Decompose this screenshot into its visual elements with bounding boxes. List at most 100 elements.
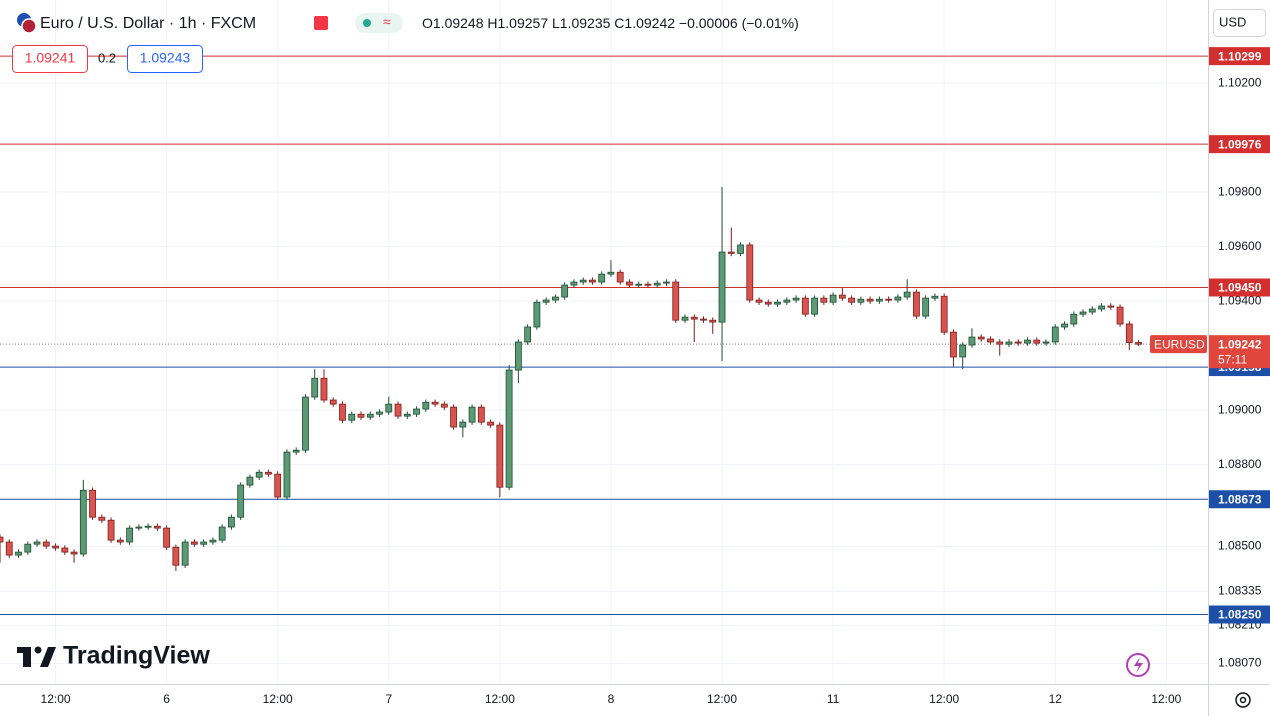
candle-body <box>570 281 578 286</box>
candle-body <box>838 294 846 299</box>
level-label-bg <box>1209 490 1270 509</box>
candle-body <box>116 539 124 543</box>
settings-icon[interactable] <box>1235 692 1251 708</box>
ohlc-change: −0.00006 (−0.01%) <box>679 15 799 31</box>
candle-body <box>440 403 448 408</box>
symbol-icon <box>17 13 37 34</box>
candle-body <box>1070 313 1078 325</box>
candle-body <box>857 298 865 303</box>
candle-body <box>366 413 374 418</box>
x-tick-label: 12:00 <box>1151 692 1181 706</box>
ohlc-close: C1.09242 <box>614 15 675 31</box>
candle-body <box>228 516 235 528</box>
market-status[interactable] <box>355 13 403 33</box>
logo-dot <box>34 646 42 654</box>
candle-body <box>450 406 457 428</box>
candle-body <box>940 295 948 333</box>
countdown-label: 57:11 <box>1218 352 1247 366</box>
candle-body <box>163 527 171 548</box>
x-tick-label: 12:00 <box>263 692 293 706</box>
candle-body <box>0 536 4 543</box>
last-price-label: 1.09242 <box>1218 337 1262 351</box>
level-label: 1.09976 <box>1218 137 1262 151</box>
x-tick-label: 7 <box>385 692 392 706</box>
candle-body <box>218 526 226 541</box>
currency-select[interactable] <box>1213 9 1266 37</box>
last-price-bg <box>1209 335 1270 369</box>
y-tick-label: 1.09000 <box>1218 402 1262 416</box>
candle-body <box>1135 342 1142 345</box>
candle-body <box>903 291 911 298</box>
candle-body <box>237 484 245 518</box>
brand-logo <box>17 646 56 667</box>
candle-body <box>653 282 661 286</box>
candle-body <box>1079 311 1087 315</box>
level-label-bg <box>1209 135 1270 154</box>
status-dot <box>363 19 371 27</box>
candle-body <box>635 283 643 286</box>
y-tick-label: 1.08070 <box>1218 656 1262 670</box>
sell-button[interactable] <box>12 45 88 73</box>
candle-body <box>487 421 495 426</box>
candle-body <box>348 413 356 421</box>
candle-body <box>1116 306 1124 325</box>
candle-body <box>5 541 13 556</box>
candle-body <box>172 546 180 566</box>
y-tick-label: 1.09600 <box>1218 239 1262 253</box>
alert-icon[interactable] <box>314 16 328 30</box>
candle-body <box>1061 323 1068 328</box>
level-label: 1.08250 <box>1218 608 1262 622</box>
candle-body <box>1005 341 1013 345</box>
candle-body <box>626 281 633 286</box>
candle-body <box>459 421 467 428</box>
candle-body <box>589 279 596 283</box>
currency: USD <box>1219 14 1246 29</box>
candle-body <box>764 301 772 305</box>
symbol-label-bg <box>1150 335 1207 354</box>
candle-body <box>1033 339 1041 344</box>
axes: 1.10200 1.09800 1.09600 1.09400 1.09000 1.088… <box>41 47 1270 706</box>
candle-body <box>1051 326 1059 343</box>
candle-body <box>727 251 735 254</box>
candle-body <box>746 244 754 301</box>
candle-body <box>190 541 198 545</box>
candle-body <box>70 551 78 555</box>
logo-slash <box>40 647 56 667</box>
candle-body <box>977 336 985 340</box>
candle-body <box>98 516 106 521</box>
candle-body <box>311 377 319 398</box>
candle-body <box>292 449 300 453</box>
candle-body <box>996 341 1004 345</box>
candle-body <box>376 411 383 415</box>
candle-body <box>413 408 420 415</box>
candle-body <box>274 473 282 498</box>
candle-body <box>283 451 291 498</box>
candle-body <box>468 406 476 423</box>
candle-body <box>135 526 143 529</box>
candle-body <box>672 281 680 321</box>
flag-us <box>21 18 37 34</box>
buy-button[interactable] <box>127 45 203 73</box>
candle-body <box>265 471 272 475</box>
candle-body <box>866 298 874 302</box>
candle-body <box>848 297 856 303</box>
settings-hub <box>1239 696 1247 704</box>
candle-body <box>811 297 818 315</box>
ohlc-open: O1.09248 <box>422 15 484 31</box>
y-tick-label: 1.10200 <box>1218 75 1262 89</box>
lightning-bolt <box>1134 657 1143 673</box>
candle-body <box>783 299 791 303</box>
x-tick-label: 12:00 <box>41 692 71 706</box>
lightning-icon[interactable] <box>1126 653 1150 677</box>
candle-body <box>792 297 800 301</box>
candle-body <box>422 401 430 410</box>
candle-body <box>153 525 161 529</box>
x-tick-label: 12:00 <box>485 692 515 706</box>
candle-body <box>644 283 652 286</box>
buy-price: 1.09243 <box>140 50 191 66</box>
candle-body <box>33 541 41 545</box>
candle-body <box>700 318 707 321</box>
candle-body <box>385 403 393 413</box>
candle-body <box>431 401 439 405</box>
candle-body <box>524 326 532 343</box>
